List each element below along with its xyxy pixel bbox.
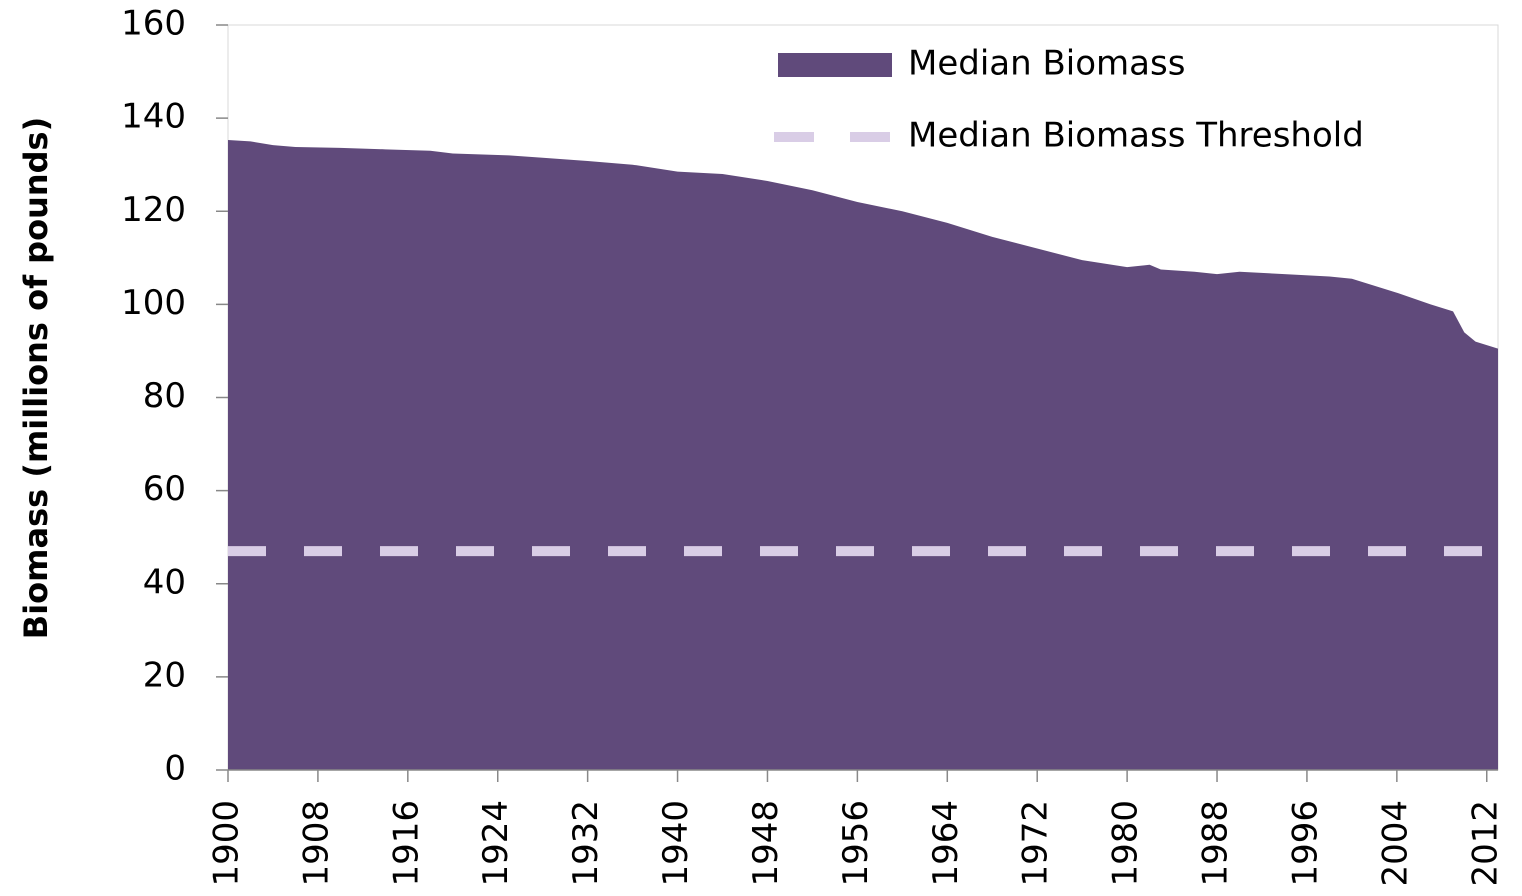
x-tick-label: 1956 bbox=[836, 800, 876, 887]
y-tick-label: 60 bbox=[143, 469, 186, 509]
x-tick-label: 1908 bbox=[296, 800, 336, 887]
x-tick-label: 2004 bbox=[1375, 800, 1415, 887]
legend-swatch bbox=[778, 53, 892, 77]
y-tick-label: 100 bbox=[121, 283, 186, 323]
x-tick-label: 1996 bbox=[1285, 800, 1325, 887]
x-tick-label: 1980 bbox=[1106, 800, 1146, 887]
x-tick-label: 2012 bbox=[1465, 800, 1505, 887]
y-tick-label: 0 bbox=[164, 749, 186, 789]
x-tick-label: 1972 bbox=[1016, 800, 1056, 887]
legend-label: Median Biomass Threshold bbox=[908, 116, 1364, 156]
x-tick-label: 1916 bbox=[386, 800, 426, 887]
y-axis-label: Biomass (millions of pounds) bbox=[17, 117, 55, 639]
x-tick-label: 1932 bbox=[566, 800, 606, 887]
y-tick-label: 20 bbox=[143, 655, 186, 695]
x-tick-label: 1940 bbox=[656, 800, 696, 887]
x-tick-label: 1948 bbox=[746, 800, 786, 887]
y-tick-label: 80 bbox=[143, 376, 186, 416]
y-tick-label: 40 bbox=[143, 562, 186, 602]
y-tick-label: 140 bbox=[121, 97, 186, 137]
x-tick-label: 1924 bbox=[476, 800, 516, 887]
area bbox=[228, 140, 1498, 770]
legend-label: Median Biomass bbox=[908, 44, 1185, 84]
x-tick-label: 1988 bbox=[1196, 800, 1236, 887]
x-tick-label: 1900 bbox=[207, 800, 247, 887]
y-tick-label: 120 bbox=[121, 190, 186, 230]
y-tick-label: 160 bbox=[121, 4, 186, 44]
x-tick-label: 1964 bbox=[926, 800, 966, 887]
